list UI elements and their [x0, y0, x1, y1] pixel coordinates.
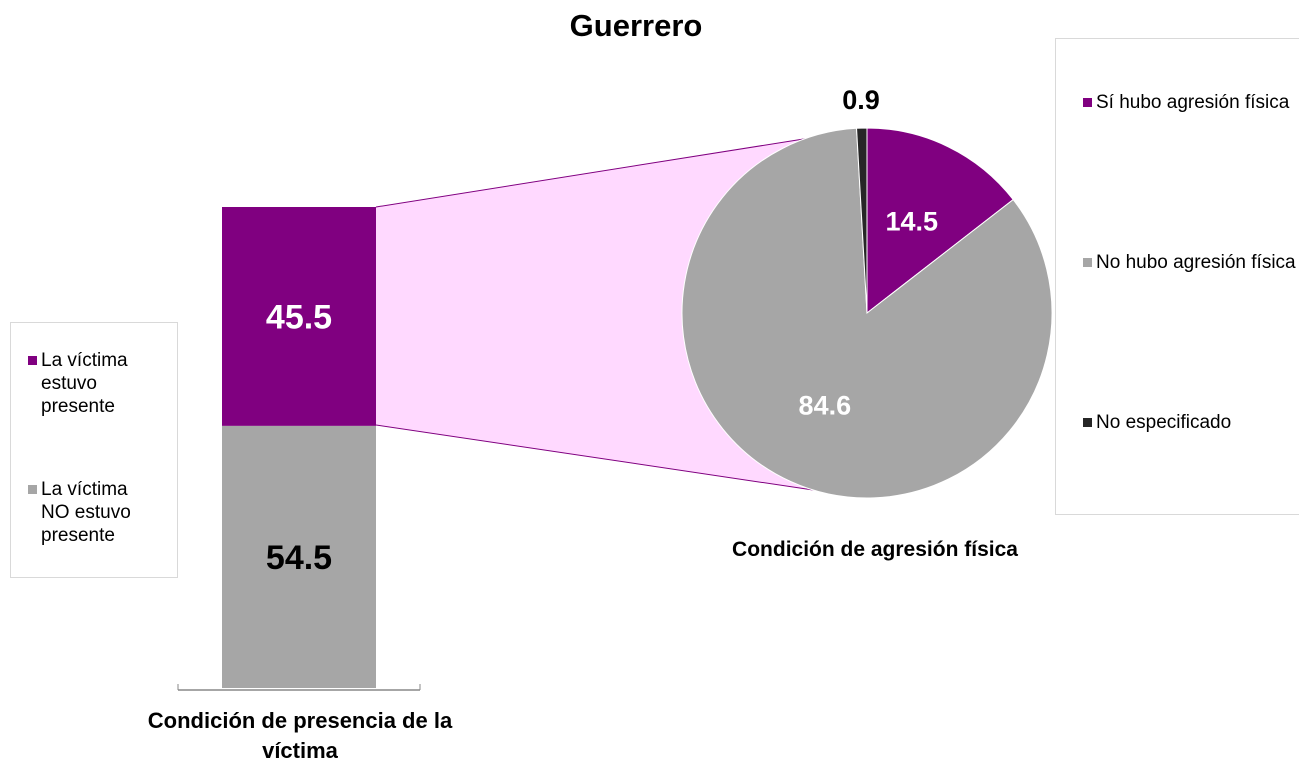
bar-segment [222, 207, 376, 426]
legend-entry: No hubo agresión física [1083, 251, 1296, 274]
connector-line [375, 424, 861, 498]
legend-swatch [28, 356, 37, 365]
legend-entry: La víctima estuvo presente [28, 349, 161, 418]
legend-text: La víctima estuvo presente [41, 350, 128, 417]
pie-slice [866, 127, 1014, 315]
data-label: 45.5 [266, 298, 332, 336]
legend-entry: No especificado [1083, 411, 1296, 434]
legend-entry: La víctima NO estuvo presente [28, 478, 161, 547]
legend-swatch [1083, 98, 1092, 107]
legend-swatch [28, 485, 37, 494]
pie-slice [856, 127, 868, 314]
connector-line [375, 129, 861, 208]
legend-text: Sí hubo agresión física [1096, 92, 1290, 113]
chart-title: Guerrero [569, 8, 703, 43]
data-label: 0.9 [842, 85, 880, 115]
data-label: 14.5 [885, 207, 938, 237]
legend-text: No especificado [1096, 412, 1232, 433]
data-label: 84.6 [799, 391, 852, 421]
x-axis-label: Condición de presencia de la víctima [147, 708, 453, 763]
legend-entry: Sí hubo agresión física [1083, 91, 1296, 114]
legend-text: La víctima NO estuvo presente [41, 479, 131, 546]
legend: La víctima estuvo presente La víctima NO… [10, 322, 178, 578]
legend-swatch [1083, 418, 1092, 427]
legend-text: No hubo agresión física [1096, 252, 1296, 273]
pie-slice [681, 127, 1053, 499]
legend-swatch [1083, 258, 1092, 267]
bar-segment [222, 425, 376, 688]
data-label: 54.5 [266, 539, 332, 577]
pie-label: Condición de agresión física [732, 538, 1018, 561]
legend: Sí hubo agresión física No hubo agresión… [1055, 38, 1299, 515]
